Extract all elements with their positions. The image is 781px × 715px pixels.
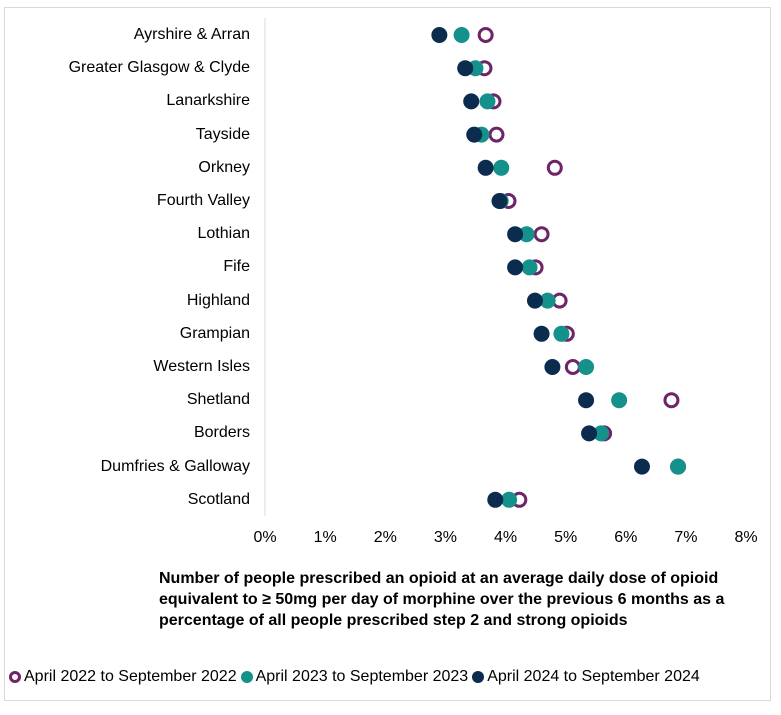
x-tick-label: 0%	[253, 529, 277, 546]
data-point	[533, 226, 550, 243]
legend-label: April 2022 to September 2022	[24, 668, 237, 685]
data-marks	[431, 27, 687, 508]
category-label: Scotland	[187, 490, 250, 508]
data-point	[611, 392, 628, 409]
data-point	[670, 458, 687, 475]
data-point	[533, 325, 550, 342]
legend: April 2022 to September 2022 April 2023 t…	[9, 668, 704, 686]
dot-marker-icon	[240, 671, 253, 683]
category-label: Dumfries & Galloway	[100, 457, 250, 475]
x-tick-label: 1%	[313, 529, 337, 546]
x-tick-label: 7%	[674, 529, 698, 546]
data-point	[546, 159, 563, 176]
x-tick-label: 3%	[433, 529, 457, 546]
data-point	[633, 458, 650, 475]
legend-item: April 2023 to September 2023	[240, 668, 469, 686]
legend-item: April 2022 to September 2022	[9, 668, 237, 686]
x-tick-label: 5%	[554, 529, 578, 546]
ring-marker-icon	[9, 671, 21, 683]
x-tick-label: 2%	[373, 529, 397, 546]
data-point	[493, 159, 510, 176]
x-tick-label: 4%	[493, 529, 518, 546]
category-label: Greater Glasgow & Clyde	[68, 59, 250, 77]
data-point	[578, 392, 595, 409]
category-label: Lothian	[197, 225, 251, 243]
data-point	[521, 259, 538, 276]
x-tick-label: 6%	[614, 529, 638, 546]
data-point	[593, 425, 610, 442]
series-3	[431, 27, 650, 508]
category-label: Western Isles	[153, 358, 250, 375]
legend-item: April 2024 to September 2024	[472, 668, 700, 686]
category-label: Grampian	[179, 324, 250, 342]
category-label: Borders	[193, 424, 250, 442]
data-point	[457, 60, 474, 77]
data-point	[581, 425, 598, 442]
data-point	[507, 259, 524, 276]
data-point	[488, 126, 505, 143]
category-label: Shetland	[186, 391, 250, 409]
legend-label: April 2023 to September 2023	[255, 668, 469, 685]
data-point	[466, 126, 483, 143]
category-label: Fife	[223, 258, 250, 276]
data-point	[553, 325, 570, 342]
data-point	[663, 392, 680, 409]
category-label: Highland	[186, 291, 250, 309]
data-point	[453, 27, 470, 43]
x-axis-title: Number of people prescribed an opioid at…	[159, 570, 725, 629]
data-point	[564, 359, 581, 375]
data-point	[477, 27, 494, 43]
x-tick-label: 8%	[734, 529, 758, 546]
data-point	[539, 292, 556, 309]
data-point	[578, 359, 595, 375]
legend-label: April 2024 to September 2024	[487, 668, 700, 685]
data-point	[491, 193, 508, 209]
data-point	[479, 93, 496, 110]
data-point	[463, 93, 480, 110]
category-label: Fourth Valley	[156, 192, 250, 209]
category-label: Tayside	[195, 125, 250, 143]
category-label: Lanarkshire	[166, 92, 250, 110]
data-point	[501, 491, 518, 508]
dot-marker-icon	[472, 671, 485, 683]
data-point	[526, 292, 543, 309]
series-2	[453, 27, 687, 508]
data-point	[477, 159, 494, 176]
data-point	[487, 491, 504, 508]
category-label: Ayrshire & Arran	[133, 26, 250, 43]
data-point	[518, 226, 535, 243]
data-point	[431, 27, 448, 43]
data-point	[544, 359, 561, 375]
data-point	[507, 226, 524, 243]
chart-frame	[4, 7, 771, 701]
category-label: Orkney	[198, 158, 250, 176]
